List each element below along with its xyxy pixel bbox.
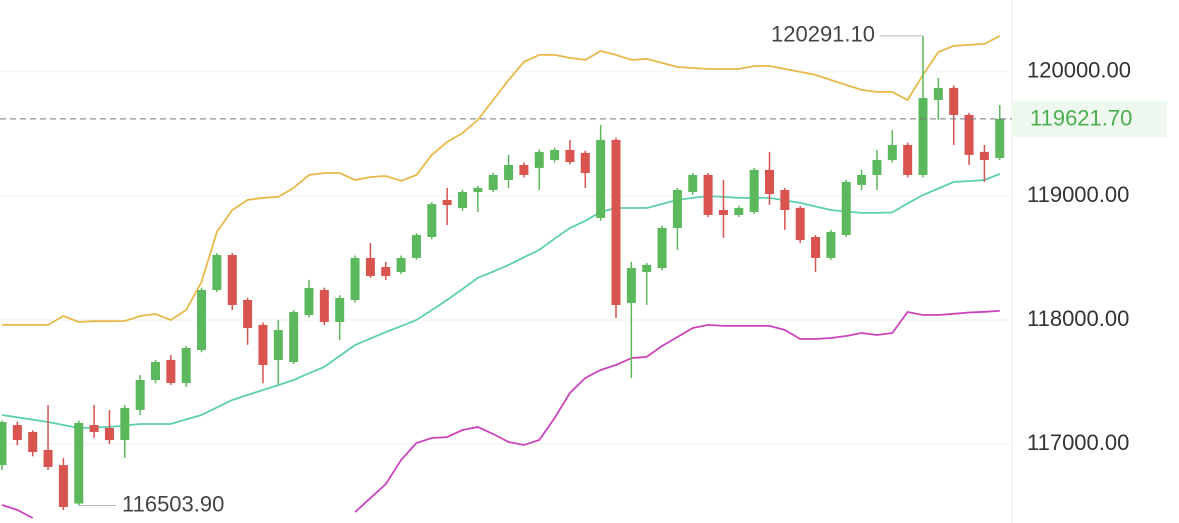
candle-body	[43, 449, 53, 467]
candle-body	[212, 254, 222, 290]
band-line	[1, 310, 1000, 519]
y-tick-label: 120000.00	[1027, 58, 1131, 83]
candle-body	[596, 139, 606, 218]
candle-body	[734, 207, 744, 215]
candle-body	[258, 324, 268, 365]
candle-body	[396, 257, 406, 272]
candle-body	[642, 264, 652, 272]
candle-body	[534, 151, 544, 168]
candle-body	[243, 300, 253, 329]
candle-body	[488, 174, 498, 191]
candle-body	[28, 431, 38, 453]
candle-body	[89, 425, 99, 432]
candle-body	[458, 191, 467, 208]
candle-body	[580, 152, 590, 174]
candle-body	[304, 287, 314, 316]
candle-body	[979, 151, 989, 160]
candle-body	[826, 231, 836, 258]
candle-body	[350, 257, 360, 301]
candle-body	[365, 257, 375, 276]
candle-body	[949, 87, 959, 115]
candle-body	[12, 425, 22, 441]
candle-body	[688, 174, 698, 192]
candle-body	[381, 267, 391, 276]
candle-body	[749, 169, 759, 212]
candle-body	[504, 164, 514, 180]
candle-body	[657, 227, 667, 269]
max-label: 120291.10	[771, 22, 875, 47]
candle-body	[565, 149, 575, 162]
candle-body	[887, 144, 897, 160]
candle-body	[903, 144, 913, 175]
current-price-box	[1012, 100, 1167, 137]
candle-body	[473, 187, 483, 192]
y-tick-label: 118000.00	[1027, 306, 1129, 331]
candle-body	[181, 348, 191, 383]
candle-body	[135, 380, 145, 411]
candle-body	[811, 237, 821, 258]
candle-body	[442, 199, 452, 206]
current-price-label: 119621.70	[1030, 106, 1132, 131]
candle-body	[718, 209, 728, 215]
min-label: 116503.90	[122, 491, 224, 516]
candle-body	[857, 174, 867, 185]
candle-body	[197, 289, 207, 350]
candle-body	[0, 422, 7, 466]
candle-body	[626, 268, 636, 303]
candle-body	[120, 408, 130, 441]
candle-body	[672, 190, 682, 228]
candle-body	[780, 190, 790, 210]
candle-body	[550, 149, 560, 160]
candle-body	[519, 164, 529, 175]
candle-body	[611, 139, 621, 305]
candle-body	[166, 360, 176, 383]
candle-body	[795, 207, 805, 240]
candle-body	[58, 465, 68, 508]
candle-body	[289, 312, 299, 363]
candle-body	[427, 204, 437, 238]
candle-body	[273, 330, 283, 361]
band-line	[1, 173, 1001, 429]
candle-body	[151, 362, 160, 381]
candle-body	[841, 181, 851, 236]
candle-body	[933, 87, 943, 100]
candle-body	[74, 422, 84, 504]
candle-body	[703, 174, 713, 215]
candle-body	[319, 289, 329, 322]
y-tick-label: 117000.00	[1027, 430, 1129, 455]
candle-body	[411, 235, 421, 258]
candle-body	[335, 298, 345, 322]
candle-body	[995, 118, 1005, 159]
candle-body	[227, 254, 237, 305]
candle-body	[918, 97, 928, 175]
candle-body	[765, 169, 774, 194]
candle-body	[964, 114, 974, 155]
candle-body	[872, 159, 882, 175]
band-line	[2, 35, 1001, 326]
candle-body	[104, 427, 114, 441]
y-tick-label: 119000.00	[1027, 182, 1129, 207]
